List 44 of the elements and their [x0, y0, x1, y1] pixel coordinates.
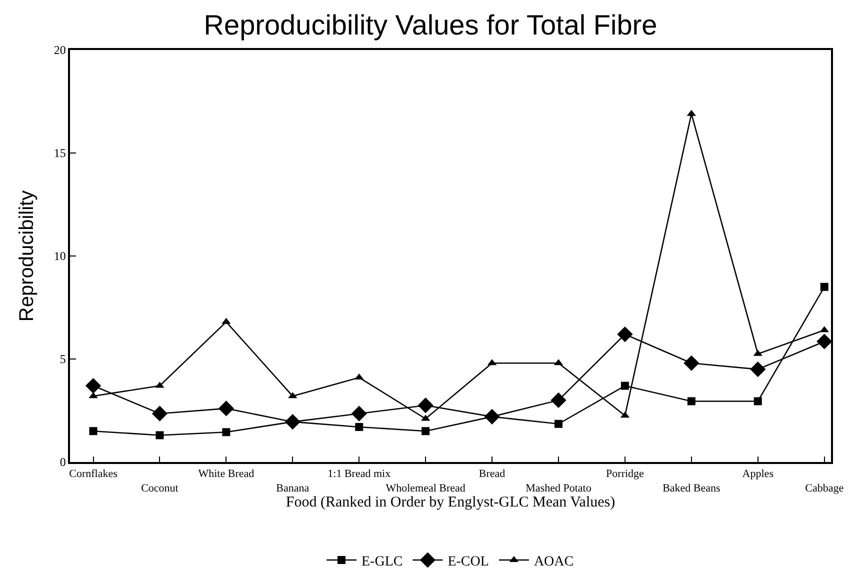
- x-tick-label: Mashed Potato: [526, 482, 592, 494]
- point: [222, 428, 230, 436]
- y-tick-label: 5: [60, 352, 66, 366]
- legend-label: E-COL: [448, 554, 489, 570]
- x-tick-label: Baked Beans: [662, 482, 720, 494]
- point: [152, 406, 168, 422]
- y-tick-label: 0: [60, 455, 66, 470]
- point: [820, 282, 828, 291]
- x-tick-label: Coconut: [141, 482, 178, 494]
- x-tick-label: Cornflakes: [69, 468, 118, 480]
- x-tick-label: Wholemeal Bread: [386, 482, 466, 494]
- point: [554, 420, 562, 428]
- point: [754, 397, 762, 406]
- x-tick-label: Bread: [478, 468, 506, 480]
- x-tick-label: Apples: [742, 468, 774, 480]
- x-tick-label: 1:1 Bread mix: [328, 468, 392, 480]
- point: [218, 400, 234, 416]
- legend-label: AOAC: [534, 554, 574, 570]
- point: [684, 355, 700, 371]
- point: [156, 431, 164, 440]
- point: [816, 334, 832, 350]
- point: [89, 427, 98, 436]
- point: [284, 414, 300, 430]
- y-axis-title: Reproducibility: [16, 190, 38, 322]
- x-axis-title: Food (Ranked in Order by Englyst-GLC Mean Values): [286, 494, 616, 510]
- point: [355, 422, 364, 431]
- x-tick-label: Cabbage: [805, 482, 844, 494]
- point: [85, 378, 102, 394]
- x-tick-label: Porridge: [606, 468, 644, 480]
- point: [617, 326, 633, 342]
- y-tick-label: 10: [54, 249, 66, 264]
- point: [550, 392, 566, 408]
- y-tick-label: 20: [54, 43, 66, 58]
- chart-title: Reproducibility Values for Total Fibre: [204, 9, 658, 40]
- legend-label: E-GLC: [362, 554, 403, 570]
- y-tick-label: 15: [54, 146, 66, 160]
- x-tick-label: White Bread: [198, 468, 255, 480]
- point: [351, 406, 367, 422]
- x-tick-label: Banana: [276, 482, 310, 494]
- point: [620, 382, 629, 390]
- point: [687, 397, 696, 406]
- point: [750, 362, 766, 378]
- point: [418, 398, 434, 414]
- point: [422, 427, 430, 436]
